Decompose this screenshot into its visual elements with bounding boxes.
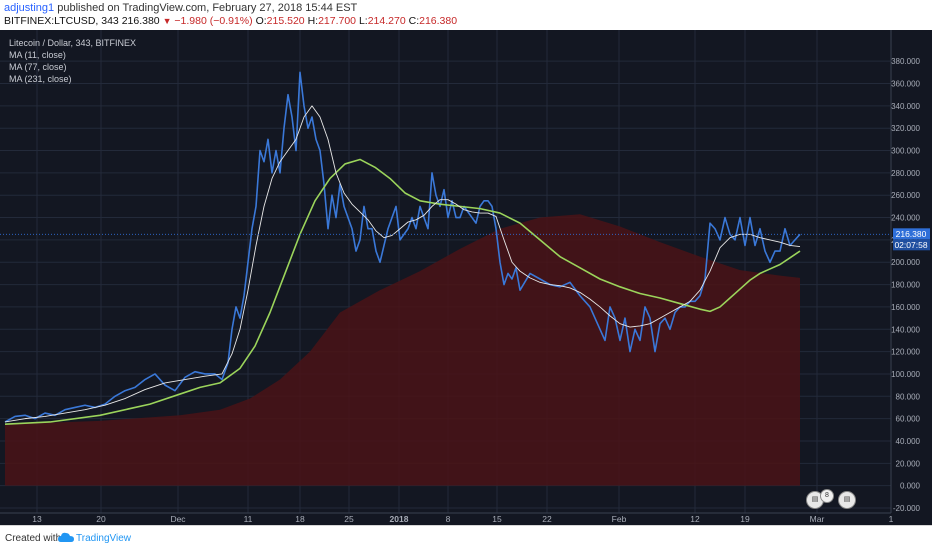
y-tick-label: 100.000 bbox=[891, 370, 920, 379]
published-text: published on TradingView.com, February 2… bbox=[57, 2, 358, 14]
open-value: 215.520 bbox=[266, 15, 305, 27]
down-arrow-icon: ▼ bbox=[162, 16, 172, 26]
x-tick-label: 2018 bbox=[390, 514, 409, 524]
price-chart[interactable]: 380.000 360.000 340.000 320.000 300.000 280.0… bbox=[0, 30, 932, 525]
x-tick-label: Feb bbox=[612, 514, 627, 524]
legend-ma-231[interactable]: MA (231, close) bbox=[9, 74, 72, 84]
y-tick-label: 80.000 bbox=[896, 392, 921, 401]
x-tick-label: 22 bbox=[542, 514, 552, 524]
close-value: 216.380 bbox=[419, 15, 458, 27]
ma-11-line[interactable] bbox=[4, 105, 801, 423]
price-change: −1.980 (−0.91%) bbox=[174, 15, 253, 27]
line-layer bbox=[0, 71, 891, 426]
y-tick-label: 260.000 bbox=[891, 191, 920, 200]
created-with-text: Created with bbox=[5, 533, 62, 544]
y-tick-label: 320.000 bbox=[891, 124, 920, 133]
x-tick-label: 13 bbox=[32, 514, 42, 524]
last-price-badge bbox=[893, 228, 930, 240]
ma231-area-layer bbox=[5, 214, 800, 486]
y-tick-label: 120.000 bbox=[891, 348, 920, 357]
x-tick-label: 25 bbox=[344, 514, 354, 524]
x-tick-label: 20 bbox=[96, 514, 106, 524]
y-tick-label: 300.000 bbox=[891, 147, 920, 156]
y-tick-label: 280.000 bbox=[891, 169, 920, 178]
y-tick-label: 20.000 bbox=[896, 459, 921, 468]
symbol: BITFINEX:LTCUSD, 343 bbox=[4, 15, 119, 27]
price-badge-layer: 216.380 02:07:58 bbox=[893, 228, 930, 251]
x-tick-label: 15 bbox=[492, 514, 502, 524]
countdown-label: 02:07:58 bbox=[894, 240, 927, 250]
x-axis-ticks: 13 20 Dec 11 18 25 2018 8 15 22 Feb 12 19 Mar 1 bbox=[32, 514, 893, 524]
indicator-legend: Litecoin / Dollar, 343, BITFINEX MA (11,… bbox=[9, 37, 136, 85]
y-tick-label: 240.000 bbox=[891, 214, 920, 223]
price-axis-bg[interactable] bbox=[891, 30, 932, 525]
y-tick-label: -20.000 bbox=[893, 504, 921, 513]
author-link[interactable]: adjusting1 bbox=[4, 2, 55, 14]
x-tick-label: 18 bbox=[295, 514, 305, 524]
tradingview-cloud-icon bbox=[58, 532, 74, 542]
axis-layer bbox=[0, 30, 932, 525]
x-tick-label: 12 bbox=[690, 514, 700, 524]
open-label: O: bbox=[255, 15, 267, 27]
legend-ma-77[interactable]: MA (77, close) bbox=[9, 62, 67, 72]
last-price-label: 216.380 bbox=[896, 229, 927, 239]
y-tick-label: 360.000 bbox=[891, 80, 920, 89]
quote-line: BITFINEX:LTCUSD, 343 216.380 ▼ −1.980 (−… bbox=[4, 15, 457, 27]
y-tick-label: 40.000 bbox=[896, 437, 921, 446]
x-tick-label: 1 bbox=[889, 514, 894, 524]
y-tick-label: 160.000 bbox=[891, 303, 920, 312]
us-flag-event-icon[interactable]: ▤ bbox=[806, 491, 824, 509]
y-tick-label: 340.000 bbox=[891, 102, 920, 111]
x-tick-label: 8 bbox=[446, 514, 451, 524]
y-tick-label: 140.000 bbox=[891, 325, 920, 334]
footer: Created with TradingView bbox=[0, 525, 932, 551]
y-tick-label: 380.000 bbox=[891, 57, 920, 66]
ma-231-area bbox=[5, 214, 800, 486]
x-tick-label: 11 bbox=[244, 514, 253, 524]
low-value: 214.270 bbox=[367, 15, 406, 27]
y-axis-ticks: 380.000 360.000 340.000 320.000 300.000 280.0… bbox=[891, 57, 920, 513]
countdown-badge bbox=[893, 239, 930, 251]
published-line: adjusting1 published on TradingView.com,… bbox=[4, 2, 357, 14]
legend-title: Litecoin / Dollar, 343, BITFINEX bbox=[9, 38, 137, 48]
legend-ma-11[interactable]: MA (11, close) bbox=[9, 50, 66, 60]
tradingview-link[interactable]: TradingView bbox=[76, 533, 132, 544]
header: adjusting1 published on TradingView.com,… bbox=[0, 0, 932, 30]
x-tick-label: 19 bbox=[740, 514, 750, 524]
y-tick-label: 60.000 bbox=[896, 415, 921, 424]
y-tick-label: 0.000 bbox=[900, 482, 921, 491]
event-count-icon[interactable]: 8 bbox=[820, 489, 834, 503]
x-tick-label: Dec bbox=[170, 514, 186, 524]
y-tick-label: 180.000 bbox=[891, 281, 920, 290]
high-label: H: bbox=[307, 15, 319, 27]
close-label: C: bbox=[408, 15, 420, 27]
high-value: 217.700 bbox=[318, 15, 357, 27]
last-price: 216.380 bbox=[121, 15, 160, 27]
y-tick-label: 200.000 bbox=[891, 258, 920, 267]
us-flag-event-icon-2[interactable]: ▤ bbox=[838, 491, 856, 509]
x-tick-label: Mar bbox=[810, 514, 825, 524]
low-label: L: bbox=[358, 15, 368, 27]
ma-77-line[interactable] bbox=[4, 158, 801, 426]
